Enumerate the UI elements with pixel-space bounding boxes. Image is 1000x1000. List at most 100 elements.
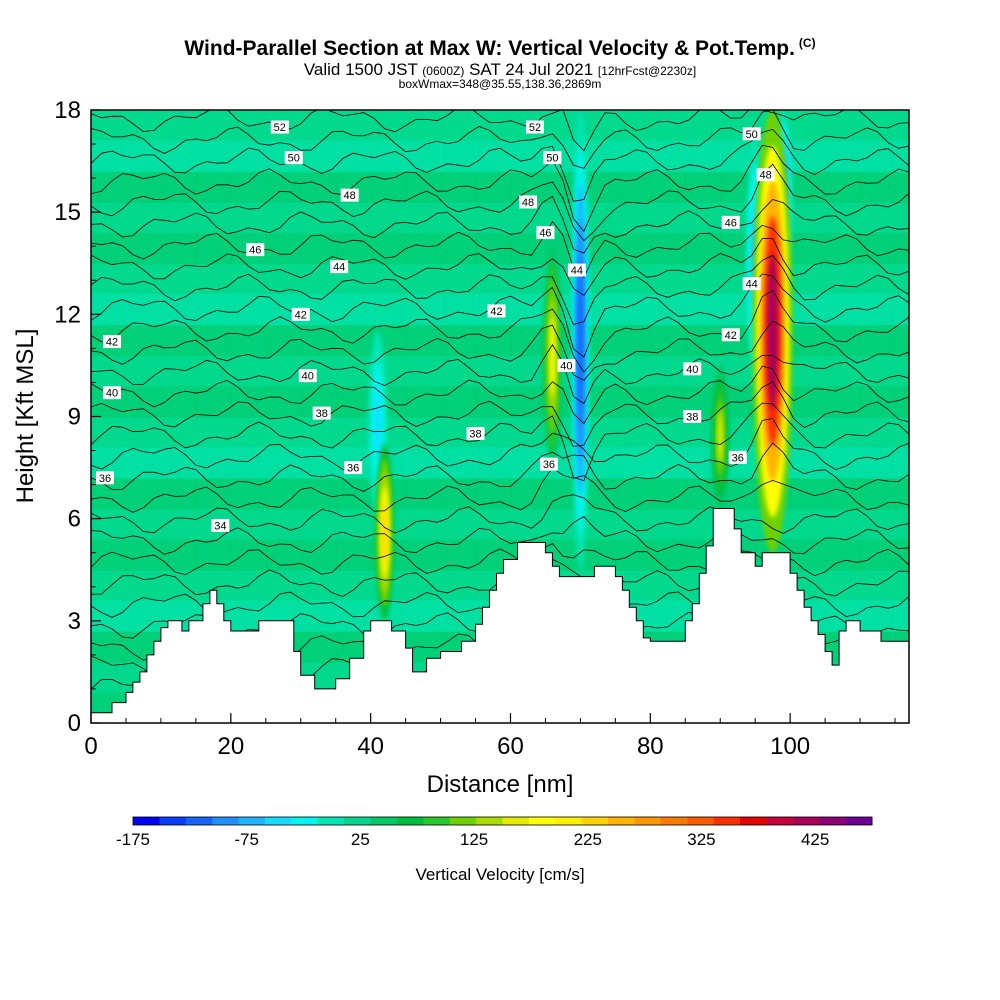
velocity-cell: [160, 201, 197, 234]
contour-label-text: 48: [522, 197, 534, 209]
velocity-cell: [895, 140, 909, 173]
velocity-cell: [230, 355, 267, 387]
contour-label-text: 52: [529, 122, 541, 134]
velocity-cell: [125, 355, 162, 387]
velocity-cell: [405, 447, 442, 479]
contour-label-text: 42: [725, 330, 737, 342]
isentrope-line: [91, 110, 909, 152]
contour-label: 36: [344, 461, 363, 475]
velocity-cell: [860, 201, 897, 234]
terrain-mask: [91, 508, 909, 723]
velocity-cell: [300, 631, 337, 663]
valid-time-line: Valid 1500 JST (0600Z) SAT 24 Jul 2021 […: [303, 60, 697, 79]
velocity-cell: [91, 232, 127, 265]
velocity-cell: [440, 324, 477, 357]
isentrope-line: [91, 220, 909, 279]
velocity-cell: [125, 508, 162, 541]
velocity-cell: [475, 385, 512, 418]
velocity-cell: [125, 477, 162, 510]
y-tick-label: 12: [54, 301, 81, 328]
contour-label-text: 50: [546, 153, 558, 165]
velocity-cell: [825, 140, 862, 173]
isentrope-line: [91, 442, 909, 492]
colorbar-swatch: [317, 817, 345, 825]
velocity-cell: [160, 477, 197, 510]
velocity-cell: [405, 385, 442, 418]
velocity-cell: [650, 385, 687, 418]
colorbar-swatch: [370, 817, 398, 825]
velocity-cell: [125, 324, 162, 357]
velocity-cell: [160, 385, 197, 418]
colorbar-swatch: [766, 817, 794, 825]
velocity-cell: [230, 293, 267, 326]
velocity-cell: [405, 201, 442, 234]
isentrope-line: [91, 417, 909, 471]
x-tick-label: 60: [497, 733, 524, 760]
x-tick-label: 20: [217, 733, 244, 760]
velocity-cell: [895, 385, 909, 418]
velocity-cell: [860, 171, 897, 203]
contour-label: 42: [102, 335, 121, 349]
y-axis-label: Height [Kft MSL]: [12, 329, 39, 504]
velocity-cell: [300, 508, 337, 541]
velocity-cell: [440, 508, 477, 541]
velocity-cell: [475, 355, 512, 387]
velocity-cell: [615, 293, 652, 326]
velocity-cell: [300, 447, 337, 479]
velocity-cell: [265, 447, 302, 479]
contour-label: 46: [246, 243, 265, 257]
velocity-cell: [895, 232, 909, 265]
contour-label-text: 36: [732, 452, 744, 464]
velocity-cell: [405, 355, 442, 387]
velocity-cell: [335, 232, 372, 265]
contour-label-text: 50: [746, 129, 758, 141]
contour-label-text: 42: [106, 337, 118, 349]
downdraft-core: [577, 257, 583, 423]
velocity-cell: [685, 171, 722, 203]
contour-label: 48: [756, 168, 775, 182]
colorbar-tick-label: 25: [351, 830, 370, 849]
velocity-cell: [300, 600, 337, 633]
colorbar-swatch: [687, 817, 715, 825]
velocity-cell: [895, 324, 909, 357]
velocity-cell: [160, 539, 197, 571]
velocity-cell: [300, 232, 337, 265]
velocity-cell: [650, 447, 687, 479]
velocity-cell: [230, 385, 267, 418]
contour-label: 46: [536, 226, 555, 240]
colorbar-swatch: [528, 817, 556, 825]
velocity-cell: [440, 355, 477, 387]
velocity-cell: [195, 477, 232, 510]
velocity-cell: [440, 385, 477, 418]
velocity-cell: [195, 171, 232, 203]
velocity-cell: [825, 324, 862, 357]
x-tick-label: 40: [357, 733, 384, 760]
isentrope-line: [91, 163, 909, 242]
colorbar-label: Vertical Velocity [cm/s]: [415, 865, 584, 884]
colorbar-swatch: [581, 817, 609, 825]
velocity-cell: [91, 140, 127, 173]
isentrope-line: [91, 344, 909, 405]
colorbar-swatch: [476, 817, 503, 825]
velocity-cell: [615, 355, 652, 387]
contour-label: 50: [543, 151, 562, 165]
colorbar-swatch: [185, 817, 213, 825]
isentrope-line: [91, 515, 909, 555]
velocity-cell: [335, 201, 372, 234]
velocity-cell: [300, 140, 337, 173]
velocity-cell: [195, 140, 232, 173]
contour-label-text: 40: [560, 360, 572, 372]
velocity-cell: [685, 324, 722, 357]
velocity-cell: [335, 385, 372, 418]
velocity-cell: [860, 232, 897, 265]
contour-label-text: 36: [543, 459, 555, 471]
velocity-cell: [615, 539, 652, 571]
contour-label-text: 40: [302, 371, 314, 383]
velocity-cell: [195, 447, 232, 479]
colorbar-swatch: [555, 817, 583, 825]
contour-label-text: 40: [106, 388, 118, 400]
velocity-cell: [860, 324, 897, 357]
velocity-cell: [335, 508, 372, 541]
velocity-cell: [825, 508, 862, 541]
downdraft-core: [375, 391, 381, 459]
